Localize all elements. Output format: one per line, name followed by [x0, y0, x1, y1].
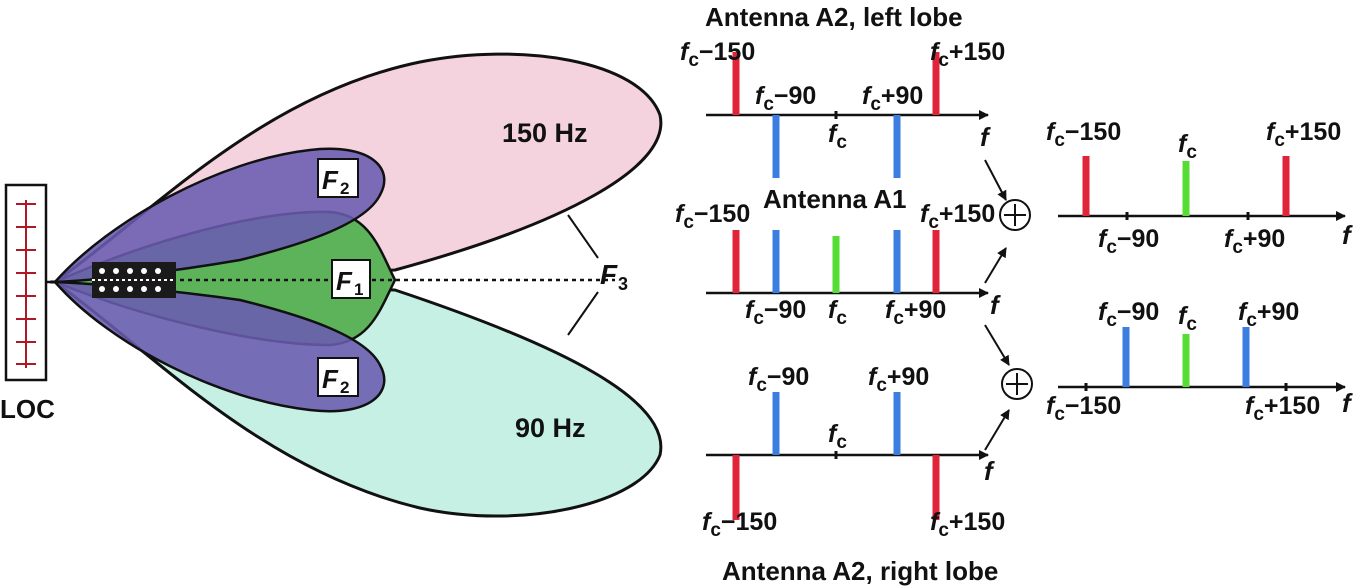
svg-text:fc−150: fc−150 [675, 200, 750, 233]
label-a1-plus150: fc+150 [920, 200, 995, 233]
label-a2-right-minus150: fc−150 [702, 508, 777, 541]
label-a2-left-fc: fc [828, 120, 847, 153]
label-a2-right-plus90: fc+90 [868, 363, 929, 396]
axis-f-result-lower: f [1342, 388, 1353, 418]
label-result-lower-minus90: fc−90 [1098, 298, 1159, 331]
label-150hz: 150 Hz [502, 118, 588, 148]
axis-f-result-upper: f [1342, 220, 1353, 250]
arrow-mid-to-sum1 [984, 247, 1007, 284]
label-a2-left-plus90: fc+90 [862, 82, 923, 115]
label-a2-right-plus150: fc+150 [930, 508, 1005, 541]
axis-f-a2-right: f [984, 456, 995, 486]
label-result-lower-fc: fc [1178, 302, 1197, 335]
axis-f-a2-left: f [980, 122, 991, 152]
f3-label: F [600, 259, 618, 290]
label-90hz: 90 Hz [515, 413, 586, 443]
svg-text:fc+150: fc+150 [930, 38, 1005, 71]
label-a1-minus150: fc−150 [675, 200, 750, 233]
svg-text:fc+90: fc+90 [885, 296, 946, 329]
svg-text:fc−90: fc−90 [755, 82, 816, 115]
f2-upper-label: F [322, 165, 339, 195]
loc-transmitter [4, 183, 48, 382]
axis-f-a1: f [990, 290, 1001, 320]
loc-label: LOC [0, 394, 55, 424]
label-a1-plus90: fc+90 [885, 296, 946, 329]
antenna-pattern: LOC 150 Hz 90 Hz F 2 F 2 F 1 F 3 [0, 52, 663, 518]
svg-text:fc: fc [828, 296, 847, 329]
label-result-upper-plus90: fc+90 [1224, 225, 1285, 258]
label-result-upper-minus90: fc−90 [1098, 225, 1159, 258]
svg-text:fc−150: fc−150 [702, 508, 777, 541]
arrow-bottom-to-sum2 [984, 409, 1010, 451]
label-a1-fc: fc [828, 296, 847, 329]
title-a1: Antenna A1 [763, 184, 907, 214]
lower-side-lobe-f2 [52, 280, 386, 413]
title-a2-left-lobe: Antenna A2, left lobe [705, 2, 963, 32]
svg-text:fc: fc [1178, 302, 1197, 335]
f2-upper-sub: 2 [340, 179, 349, 198]
svg-text:fc+150: fc+150 [930, 508, 1005, 541]
svg-text:fc: fc [1178, 130, 1197, 163]
f1-sub: 1 [354, 280, 363, 299]
label-a2-right-fc: fc [828, 420, 847, 453]
label-a2-left-plus150: fc+150 [930, 38, 1005, 71]
f2-lower-sub: 2 [340, 378, 349, 397]
label-result-upper-plus150: fc+150 [1266, 118, 1341, 151]
svg-text:fc+90: fc+90 [1224, 225, 1285, 258]
f1-box: F 1 [331, 259, 371, 299]
f3-sub: 3 [618, 274, 628, 294]
sum-circle-upper [999, 199, 1031, 231]
svg-text:fc+150: fc+150 [920, 200, 995, 233]
svg-text:fc+150: fc+150 [1245, 392, 1320, 425]
label-a2-left-minus150: fc−150 [680, 38, 755, 71]
f3-annotation: F 3 [567, 214, 628, 336]
arrow-top-to-sum1 [984, 159, 1007, 201]
f2-lower-label: F [322, 364, 339, 394]
label-a1-minus90: fc−90 [745, 296, 806, 329]
sum-circle-lower [1001, 368, 1033, 400]
label-result-lower-minus150: fc−150 [1046, 392, 1121, 425]
svg-text:fc: fc [828, 120, 847, 153]
label-a2-right-minus90: fc−90 [748, 363, 809, 396]
label-result-lower-plus90: fc+90 [1238, 298, 1299, 331]
svg-text:fc−150: fc−150 [1046, 392, 1121, 425]
arrow-mid-to-sum2 [984, 324, 1010, 366]
svg-text:fc+90: fc+90 [868, 363, 929, 396]
f1-label: F [336, 266, 353, 296]
svg-text:fc−150: fc−150 [1046, 118, 1121, 151]
antenna-array-graphic [92, 262, 176, 298]
upper-side-lobe-f2 [52, 147, 386, 284]
title-a2-right-lobe: Antenna A2, right lobe [722, 556, 998, 586]
svg-text:fc: fc [828, 420, 847, 453]
svg-text:fc−90: fc−90 [745, 296, 806, 329]
svg-text:fc+150: fc+150 [1266, 118, 1341, 151]
f2-lower-box: F 2 [317, 357, 359, 397]
label-result-lower-plus150: fc+150 [1245, 392, 1320, 425]
svg-text:fc−90: fc−90 [748, 363, 809, 396]
label-result-upper-fc: fc [1178, 130, 1197, 163]
svg-text:fc−150: fc−150 [680, 38, 755, 71]
f2-upper-box: F 2 [317, 158, 359, 198]
svg-text:fc+90: fc+90 [1238, 298, 1299, 331]
svg-text:fc−90: fc−90 [1098, 225, 1159, 258]
label-a2-left-minus90: fc−90 [755, 82, 816, 115]
svg-text:fc+90: fc+90 [862, 82, 923, 115]
svg-text:fc−90: fc−90 [1098, 298, 1159, 331]
label-result-upper-minus150: fc−150 [1046, 118, 1121, 151]
